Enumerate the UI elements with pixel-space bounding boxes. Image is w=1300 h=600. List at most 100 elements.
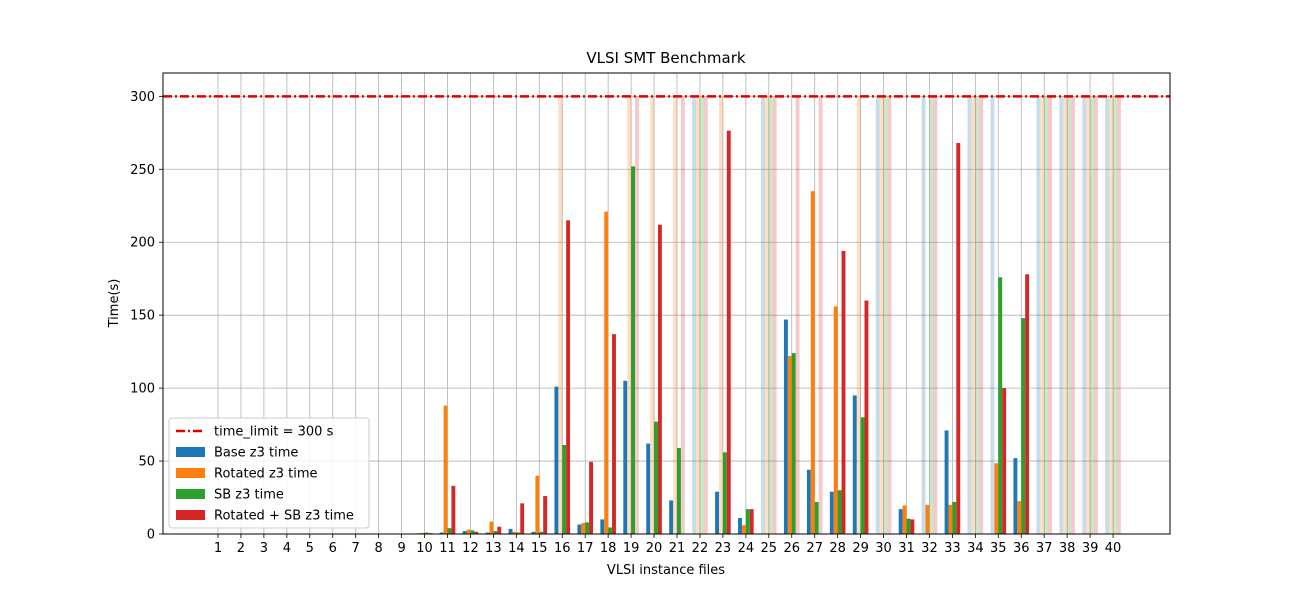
bar: [1013, 458, 1018, 534]
bar: [791, 353, 796, 534]
bar: [650, 96, 655, 534]
bar: [635, 96, 639, 534]
x-tick-label: 25: [761, 541, 778, 556]
bar: [485, 532, 490, 534]
bar: [1071, 96, 1075, 534]
x-tick-label: 13: [485, 541, 502, 556]
x-tick-label: 9: [397, 541, 405, 556]
x-tick-label: 19: [623, 541, 640, 556]
bar: [944, 430, 949, 534]
y-tick-label: 0: [147, 528, 155, 543]
bar: [883, 96, 888, 534]
bar: [764, 96, 769, 534]
x-tick-label: 39: [1082, 541, 1099, 556]
bar: [879, 96, 884, 534]
bar: [722, 452, 727, 534]
bar: [677, 447, 681, 534]
bar: [1063, 96, 1068, 534]
x-tick-label: 3: [260, 541, 268, 556]
legend-label-time-limit: time_limit = 300 s: [214, 425, 334, 440]
x-tick-label: 2: [237, 541, 245, 556]
x-tick-label: 21: [669, 541, 686, 556]
bar: [1048, 96, 1052, 534]
bar: [967, 96, 972, 534]
bar: [787, 356, 792, 534]
bar: [581, 523, 586, 534]
legend-swatch: [176, 489, 205, 499]
bar: [462, 531, 467, 534]
bar: [439, 532, 444, 534]
legend-label: Rotated z3 time: [214, 467, 318, 482]
bar: [539, 531, 544, 534]
bar: [1113, 96, 1117, 534]
bar: [952, 501, 957, 534]
bar: [795, 96, 800, 534]
bar: [1116, 96, 1121, 534]
x-tick-label: 22: [692, 541, 709, 556]
bar: [1025, 274, 1030, 534]
bar: [470, 530, 475, 534]
bar: [1044, 96, 1049, 534]
bar: [703, 96, 708, 534]
x-tick-label: 8: [375, 541, 383, 556]
bar: [1036, 96, 1041, 534]
bar: [875, 96, 880, 534]
bar: [669, 500, 674, 534]
bar: [443, 405, 448, 534]
bar: [910, 519, 915, 534]
bar: [1021, 318, 1026, 534]
legend-swatch: [176, 468, 205, 478]
bar: [818, 96, 823, 534]
bar: [631, 166, 635, 534]
bar: [646, 443, 651, 534]
x-tick-label: 6: [329, 541, 337, 556]
bar: [566, 220, 571, 534]
bar: [1017, 501, 1022, 534]
bar: [806, 469, 811, 534]
bar: [1105, 96, 1110, 534]
bar: [680, 96, 685, 534]
bar: [841, 250, 846, 535]
bar: [623, 380, 628, 534]
bar: [979, 96, 984, 534]
bar: [420, 532, 425, 534]
bar: [612, 334, 616, 534]
x-tick-label: 23: [715, 541, 732, 556]
bar: [512, 531, 517, 534]
x-tick-label: 10: [416, 541, 433, 556]
bar: [558, 96, 563, 534]
bar: [783, 319, 788, 534]
y-tick-label: 200: [130, 236, 155, 251]
legend-swatch: [176, 447, 205, 457]
bar: [447, 528, 452, 534]
bar: [921, 96, 926, 534]
bar: [673, 96, 677, 534]
bar: [608, 527, 613, 534]
y-tick-label: 250: [130, 163, 155, 178]
bar: [929, 96, 934, 534]
bar: [715, 491, 719, 534]
bar: [692, 96, 697, 534]
bar: [994, 463, 999, 534]
bar: [589, 461, 593, 534]
x-tick-label: 36: [1013, 541, 1030, 556]
x-tick-label: 38: [1059, 541, 1076, 556]
legend-label: Base z3 time: [214, 446, 298, 461]
x-tick-label: 34: [967, 541, 984, 556]
x-tick-label: 37: [1036, 541, 1053, 556]
x-tick-label: 16: [554, 541, 571, 556]
x-tick-label: 29: [852, 541, 869, 556]
bar: [810, 191, 815, 535]
x-tick-label: 27: [806, 541, 823, 556]
bar: [772, 96, 777, 534]
bar: [489, 521, 494, 534]
bar: [902, 505, 907, 534]
x-tick-label: 1: [214, 541, 222, 556]
bar: [451, 485, 456, 534]
bar: [998, 277, 1003, 534]
x-axis-title: VLSI instance files: [607, 563, 725, 578]
legend-label: Rotated + SB z3 time: [214, 509, 354, 524]
bar: [497, 526, 502, 534]
bar: [1059, 96, 1064, 534]
